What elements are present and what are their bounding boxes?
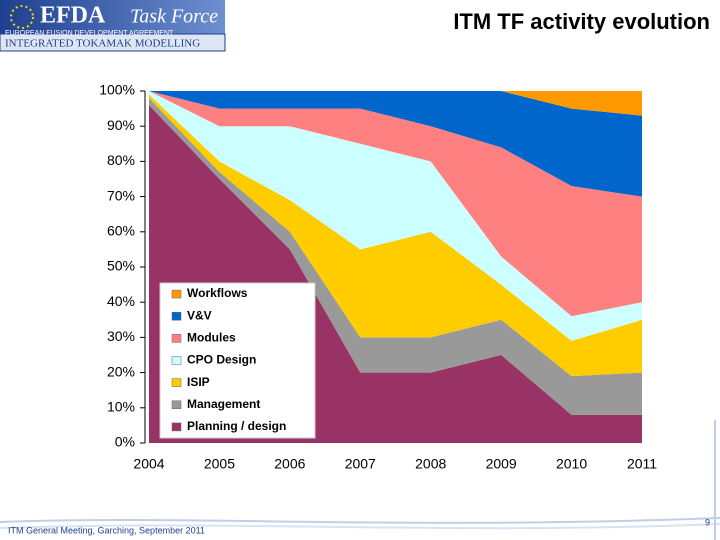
legend-swatch	[171, 311, 182, 321]
y-tick-label: 80%	[107, 152, 135, 168]
x-tick-label: 2006	[274, 456, 305, 472]
y-tick-label: 30%	[107, 328, 135, 344]
slide-title: ITM TF activity evolution	[453, 9, 710, 34]
page-number: 9	[705, 517, 710, 527]
legend-swatch	[171, 378, 182, 387]
legend-label: Modules	[187, 331, 236, 345]
legend-label: Planning / design	[187, 419, 286, 433]
legend-swatch	[171, 334, 182, 343]
y-tick-label: 60%	[107, 223, 135, 239]
agreement: EUROPEAN FUSION DEVELOPMENT AGREEMENT	[5, 30, 174, 37]
area	[149, 91, 642, 317]
logo-text: EFDA	[40, 3, 106, 29]
logo: EFDA Task Force EUROPEAN FUSION DEVELOPM…	[0, 0, 226, 52]
legend-swatch	[171, 422, 182, 432]
x-tick-label: 2004	[133, 456, 164, 472]
legend-label: Workflows	[187, 286, 248, 300]
y-tick-label: 90%	[107, 117, 135, 133]
logo-subtext: Task Force	[130, 6, 218, 28]
legend-label: ISIP	[187, 375, 210, 389]
legend-swatch	[171, 289, 182, 299]
legend-label: CPO Design	[187, 353, 256, 367]
x-tick-label: 2011	[627, 456, 657, 472]
logo-strip	[0, 33, 226, 52]
legend-label: V&V	[187, 308, 212, 322]
legend-swatch	[171, 400, 182, 410]
y-tick-label: 100%	[99, 82, 135, 98]
logo-stars	[10, 5, 34, 29]
x-tick-label: 2009	[486, 456, 517, 472]
footer-decoration	[0, 420, 720, 540]
x-tick-label: 2008	[415, 456, 446, 472]
chart: 0% 10% 20% 30% 40% 50% 60% 70% 80% 90% 100% 2004 200…	[99, 82, 657, 472]
area	[149, 91, 642, 116]
y-tick-label: 0%	[115, 434, 135, 450]
legend-box	[159, 282, 316, 439]
footer-text: ITM General Meeting, Garching, September…	[8, 525, 205, 535]
area	[149, 98, 642, 415]
y-tick-label: 40%	[107, 293, 135, 309]
area	[149, 91, 642, 341]
x-tick-label: 2005	[204, 456, 235, 472]
y-tick-label: 50%	[107, 258, 135, 274]
legend-swatch	[171, 356, 182, 365]
y-tick-label: 70%	[107, 187, 135, 203]
x-tick-label: 2007	[345, 456, 376, 472]
x-tick-label: 2010	[556, 456, 587, 472]
project: INTEGRATED TOKAMAK MODELLING	[5, 38, 200, 50]
area	[149, 94, 642, 377]
y-tick-label: 20%	[107, 363, 135, 379]
footer-wave	[0, 523, 720, 530]
legend-label: Management	[187, 397, 260, 411]
y-tick-label: 10%	[107, 399, 135, 415]
area	[149, 91, 642, 197]
legend: Workflows V&V Modules CPO Design ISIP Managem…	[159, 282, 316, 439]
logo-band	[0, 0, 225, 34]
footer-wave	[0, 517, 720, 524]
